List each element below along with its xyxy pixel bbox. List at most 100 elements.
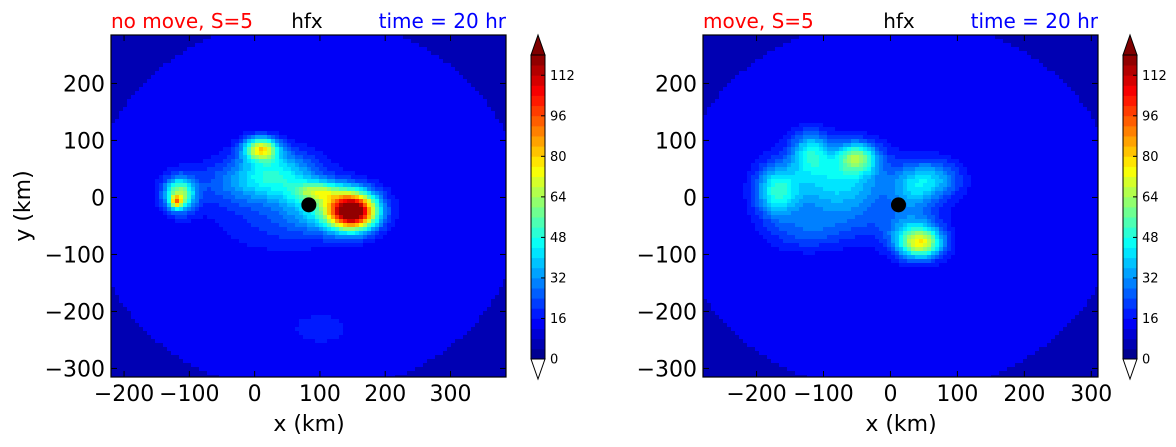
field-cell: [167, 39, 172, 44]
field-cell: [391, 55, 396, 60]
field-cell: [435, 215, 440, 220]
field-cell: [435, 75, 440, 80]
field-cell: [399, 211, 404, 216]
field-cell: [407, 135, 412, 140]
field-cell: [495, 147, 500, 152]
field-cell: [223, 219, 228, 224]
field-cell: [379, 211, 384, 216]
field-cell: [259, 199, 264, 204]
field-cell: [231, 115, 236, 120]
field-cell: [479, 179, 484, 184]
field-cell: [135, 115, 140, 120]
field-cell: [315, 191, 320, 196]
field-cell: [411, 91, 416, 96]
field-cell: [379, 227, 384, 232]
field-cell: [491, 55, 496, 60]
field-cell: [187, 211, 192, 216]
field-cell: [415, 135, 420, 140]
field-cell: [135, 207, 140, 212]
field-cell: [343, 219, 348, 224]
field-cell: [343, 87, 348, 92]
field-cell: [151, 175, 156, 180]
field-cell: [447, 139, 452, 144]
field-cell: [291, 147, 296, 152]
field-cell: [331, 47, 336, 52]
field-cell: [267, 175, 272, 180]
field-cell: [503, 175, 506, 180]
field-cell: [459, 99, 464, 104]
field-cell: [295, 59, 300, 64]
field-cell: [115, 215, 120, 220]
field-cell: [391, 131, 396, 136]
field-cell: [319, 71, 324, 76]
field-cell: [251, 155, 256, 160]
field-cell: [183, 135, 188, 140]
field-cell: [455, 231, 460, 236]
field-cell: [399, 79, 404, 84]
field-cell: [279, 139, 284, 144]
field-cell: [471, 55, 476, 60]
field-cell: [239, 151, 244, 156]
field-cell: [163, 39, 168, 44]
field-cell: [463, 95, 468, 100]
field-cell: [143, 211, 148, 216]
field-cell: [239, 163, 244, 168]
field-cell: [167, 235, 172, 240]
field-cell: [479, 207, 484, 212]
field-cell: [407, 51, 412, 56]
field-cell: [315, 35, 320, 40]
field-cell: [227, 159, 232, 164]
field-cell: [451, 211, 456, 216]
field-cell: [263, 235, 268, 240]
field-cell: [335, 147, 340, 152]
field-cell: [271, 83, 276, 88]
field-cell: [251, 163, 256, 168]
field-cell: [135, 131, 140, 136]
field-cell: [279, 231, 284, 236]
field-cell: [231, 179, 236, 184]
field-cell: [239, 107, 244, 112]
field-cell: [275, 191, 280, 196]
field-cell: [383, 155, 388, 160]
field-cell: [399, 231, 404, 236]
field-cell: [243, 95, 248, 100]
field-cell: [219, 143, 224, 148]
field-cell: [219, 47, 224, 52]
field-cell: [235, 203, 240, 208]
field-cell: [267, 211, 272, 216]
field-cell: [267, 35, 272, 40]
field-cell: [123, 219, 128, 224]
field-cell: [159, 87, 164, 92]
field-cell: [363, 43, 368, 48]
field-cell: [359, 139, 364, 144]
field-cell: [187, 223, 192, 228]
field-cell: [499, 91, 504, 96]
field-cell: [435, 55, 440, 60]
field-cell: [127, 167, 132, 172]
field-cell: [255, 191, 260, 196]
field-cell: [495, 91, 500, 96]
field-cell: [243, 75, 248, 80]
field-cell: [327, 155, 332, 160]
field-cell: [155, 83, 160, 88]
field-cell: [447, 187, 452, 192]
field-cell: [259, 159, 264, 164]
field-cell: [287, 139, 292, 144]
field-cell: [247, 135, 252, 140]
field-cell: [487, 103, 492, 108]
field-cell: [459, 55, 464, 60]
field-cell: [283, 171, 288, 176]
field-cell: [207, 107, 212, 112]
field-cell: [139, 143, 144, 148]
field-cell: [319, 115, 324, 120]
field-cell: [463, 151, 468, 156]
field-cell: [195, 35, 200, 40]
field-cell: [187, 163, 192, 168]
field-cell: [499, 51, 504, 56]
field-cell: [187, 119, 192, 124]
field-cell: [483, 83, 488, 88]
field-cell: [331, 95, 336, 100]
field-cell: [307, 55, 312, 60]
field-cell: [479, 203, 484, 208]
field-cell: [211, 67, 216, 72]
